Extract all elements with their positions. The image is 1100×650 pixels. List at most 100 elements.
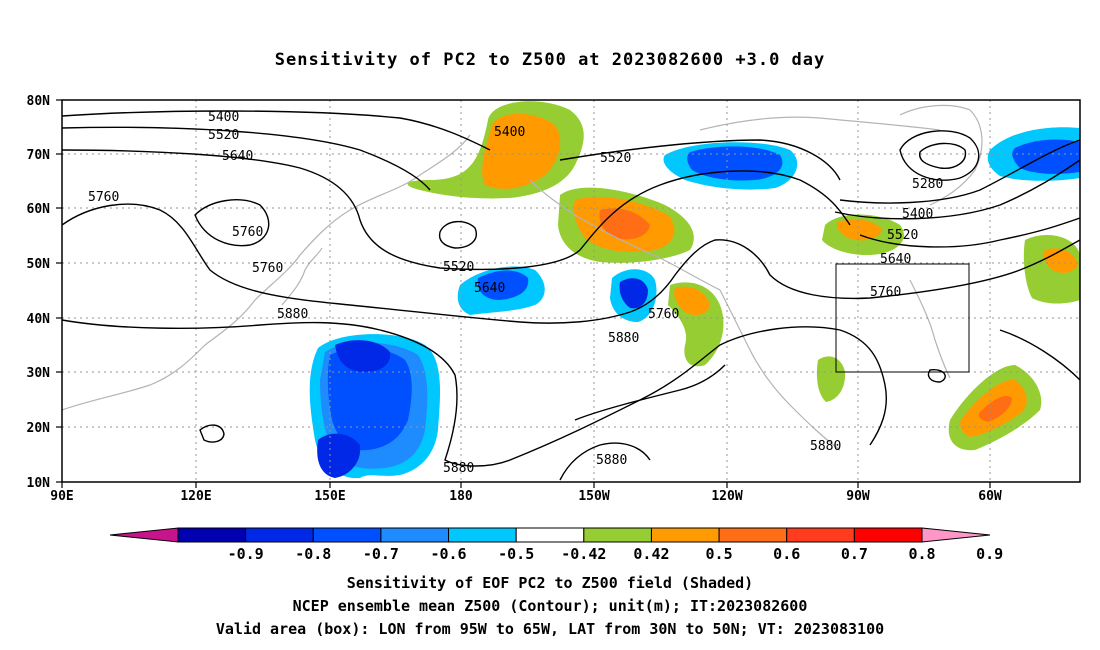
colorbar-labels: -0.9 -0.8 -0.7 -0.6 -0.5 -0.42 0.42 0.5 0.6 0.7 0.… bbox=[228, 545, 1004, 563]
lon-label: 120W bbox=[711, 489, 742, 504]
contour-5880-bottom bbox=[559, 442, 651, 481]
colorbar-left-triangle bbox=[109, 527, 179, 543]
lon-label: 90E bbox=[50, 489, 73, 504]
contour-label: 5760 bbox=[648, 307, 679, 322]
sensitivity-shading bbox=[309, 101, 1080, 479]
colorbar-cell bbox=[380, 527, 450, 543]
contour-5880-small bbox=[199, 424, 225, 443]
contour-label: 5880 bbox=[810, 439, 841, 454]
colorbar-right-triangle bbox=[921, 527, 991, 543]
positive-region-subtropical-atlantic-max bbox=[978, 395, 1012, 422]
colorbar-label: 0.42 bbox=[633, 545, 669, 563]
lat-label: 60N bbox=[27, 202, 51, 217]
axis-ticks bbox=[56, 99, 991, 488]
lon-label: 150W bbox=[578, 489, 609, 504]
contour-label: 5640 bbox=[474, 281, 505, 296]
colorbar-label: 0.7 bbox=[841, 545, 868, 563]
valid-area-box bbox=[835, 263, 970, 373]
colorbar-cell bbox=[853, 527, 923, 543]
lon-label: 150E bbox=[314, 489, 345, 504]
contour-label: 5520 bbox=[600, 151, 631, 166]
colorbar-cell bbox=[583, 527, 652, 543]
contour-label: 5760 bbox=[232, 225, 263, 240]
colorbar-label: 0.8 bbox=[908, 545, 935, 563]
positive-region-mexico bbox=[816, 356, 846, 402]
contour-5520-arctic bbox=[559, 139, 841, 181]
negative-region-western-pacific-max bbox=[335, 340, 391, 372]
lon-label: 180 bbox=[449, 489, 473, 504]
colorbar-cells bbox=[177, 527, 923, 543]
contour-label: 5520 bbox=[208, 128, 239, 143]
colorbar-label: 0.6 bbox=[773, 545, 800, 563]
positive-region-bering-core bbox=[482, 113, 561, 189]
positive-region-canada-core bbox=[837, 219, 882, 241]
colorbar-cell bbox=[177, 527, 247, 543]
contour-label: 5880 bbox=[596, 453, 627, 468]
negative-region-western-pacific-south bbox=[317, 433, 361, 478]
contour-label: 5880 bbox=[443, 461, 474, 476]
lon-label: 60W bbox=[978, 489, 1002, 504]
colorbar-cell bbox=[245, 527, 314, 543]
lat-label: 50N bbox=[27, 257, 51, 272]
coastline-north-america-east bbox=[909, 279, 951, 379]
lat-lon-grid bbox=[62, 100, 1080, 482]
negative-region-western-pacific-core bbox=[327, 348, 412, 451]
coastline-greenland bbox=[899, 104, 983, 206]
colorbar-label: -0.7 bbox=[363, 545, 399, 563]
contour-label: 5520 bbox=[887, 228, 918, 243]
contour-low-greenland-inner bbox=[918, 142, 967, 169]
coastline-japan bbox=[281, 247, 323, 306]
coastline-alaska bbox=[529, 179, 721, 291]
contour-5760-low bbox=[194, 199, 270, 247]
lat-label: 70N bbox=[27, 148, 51, 163]
colorbar-label: -0.5 bbox=[498, 545, 534, 563]
lat-label: 10N bbox=[27, 476, 51, 491]
contour-5400-west bbox=[61, 110, 491, 151]
negative-region-gulf-alaska-core bbox=[619, 278, 648, 309]
longitude-labels: 90E 120E 150E 180 150W 120W 90W 60W bbox=[50, 489, 1002, 504]
contour-label: 5520 bbox=[443, 260, 474, 275]
contour-5520-west bbox=[61, 126, 431, 191]
contour-5880-pacific bbox=[61, 319, 887, 467]
colorbar: -0.9 -0.8 -0.7 -0.6 -0.5 -0.42 0.42 0.5 0.6 0.7 0.… bbox=[109, 527, 1004, 563]
contour-label: 5880 bbox=[608, 331, 639, 346]
lat-label: 80N bbox=[27, 94, 51, 109]
colorbar-label: 0.9 bbox=[976, 545, 1003, 563]
coastline-asia bbox=[61, 134, 471, 411]
contour-label: 5760 bbox=[252, 261, 283, 276]
colorbar-cell bbox=[515, 527, 585, 543]
contour-5760-pacific bbox=[61, 203, 1081, 324]
negative-region-greenland-core bbox=[1012, 139, 1080, 174]
lon-label: 120E bbox=[180, 489, 211, 504]
map-title: Sensitivity of PC2 to Z500 at 2023082600… bbox=[274, 50, 826, 70]
colorbar-cell bbox=[448, 527, 517, 543]
lon-label: 90W bbox=[846, 489, 870, 504]
contour-low-greenland bbox=[899, 130, 980, 181]
positive-region-nepac-core bbox=[674, 286, 710, 316]
contour-5520-east bbox=[834, 159, 1081, 220]
colorbar-cell bbox=[718, 527, 788, 543]
contour-label: 5640 bbox=[880, 252, 911, 267]
contour-label: 5760 bbox=[88, 190, 119, 205]
contour-label: 5880 bbox=[277, 307, 308, 322]
colorbar-label: 0.5 bbox=[706, 545, 733, 563]
caption-contour: NCEP ensemble mean Z500 (Contour); unit(… bbox=[292, 597, 808, 615]
contour-label: 5400 bbox=[902, 207, 933, 222]
colorbar-label: -0.42 bbox=[561, 545, 606, 563]
contour-5880-atlantic bbox=[927, 369, 946, 383]
contour-5640-east bbox=[859, 217, 1081, 248]
caption-valid-area: Valid area (box): LON from 95W to 65W, L… bbox=[215, 620, 885, 638]
contour-label: 5280 bbox=[912, 177, 943, 192]
coastlines bbox=[61, 104, 983, 451]
contour-5640-west bbox=[61, 149, 851, 271]
colorbar-cell bbox=[786, 527, 855, 543]
colorbar-cell bbox=[312, 527, 382, 543]
colorbar-cell bbox=[650, 527, 720, 543]
colorbar-label: -0.8 bbox=[295, 545, 331, 563]
positive-region-alaska-max bbox=[599, 208, 650, 240]
contour-5880-mid bbox=[574, 364, 726, 421]
contour-label: 5400 bbox=[208, 110, 239, 125]
latitude-labels: 80N 70N 60N 50N 40N 30N 20N 10N bbox=[27, 94, 51, 491]
map-frame bbox=[61, 99, 1081, 483]
